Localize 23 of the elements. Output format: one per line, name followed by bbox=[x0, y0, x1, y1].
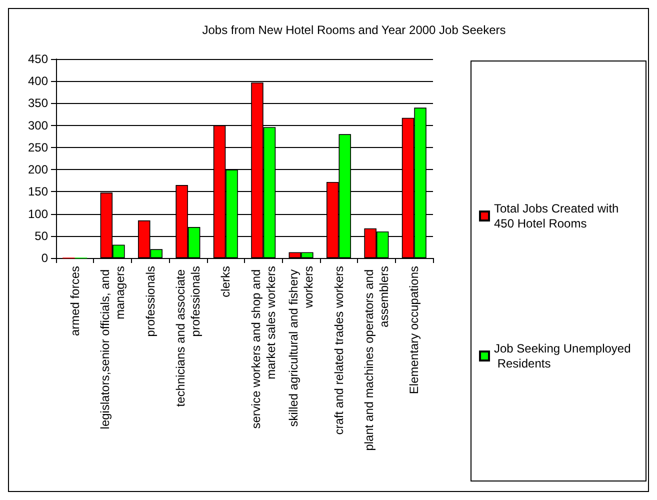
y-tick-label: 0 bbox=[41, 251, 48, 265]
x-tick-label: armed forces bbox=[68, 266, 82, 336]
x-tick-label: Elementary occupations bbox=[407, 266, 422, 394]
y-tick-label: 200 bbox=[28, 162, 48, 177]
x-tick-label: legislators,senior officials, and managers bbox=[98, 266, 128, 430]
y-tick-label: 350 bbox=[28, 96, 48, 110]
x-tick-label: service workers and shop and market sales workers bbox=[248, 266, 278, 429]
x-tick-label: technicians and associate professionals bbox=[173, 266, 202, 407]
y-tick-label: 100 bbox=[28, 206, 48, 221]
y-tick-label: 50 bbox=[34, 228, 48, 243]
y-tick-label: 150 bbox=[28, 184, 48, 199]
x-tick-label: professionals bbox=[143, 266, 158, 337]
y-tick-label: 450 bbox=[28, 52, 48, 66]
legend-label: Job Seeking Unemployed Residents bbox=[494, 342, 631, 370]
x-tick-label: plant and machines operators and assemblers bbox=[362, 266, 391, 451]
y-tick-label: 300 bbox=[28, 118, 48, 132]
x-tick-label: craft and related trades workers bbox=[332, 266, 346, 435]
legend-label: Total Jobs Created with 450 Hotel Rooms bbox=[494, 202, 622, 230]
x-tick-label: clerks bbox=[218, 266, 233, 298]
x-tick-label: skilled agricultural and fishery workers bbox=[286, 266, 316, 427]
y-tick-label: 400 bbox=[28, 74, 48, 88]
chart-title: Jobs from New Hotel Rooms and Year 2000 Job Seekers bbox=[202, 23, 506, 37]
y-tick-label: 250 bbox=[28, 140, 48, 154]
